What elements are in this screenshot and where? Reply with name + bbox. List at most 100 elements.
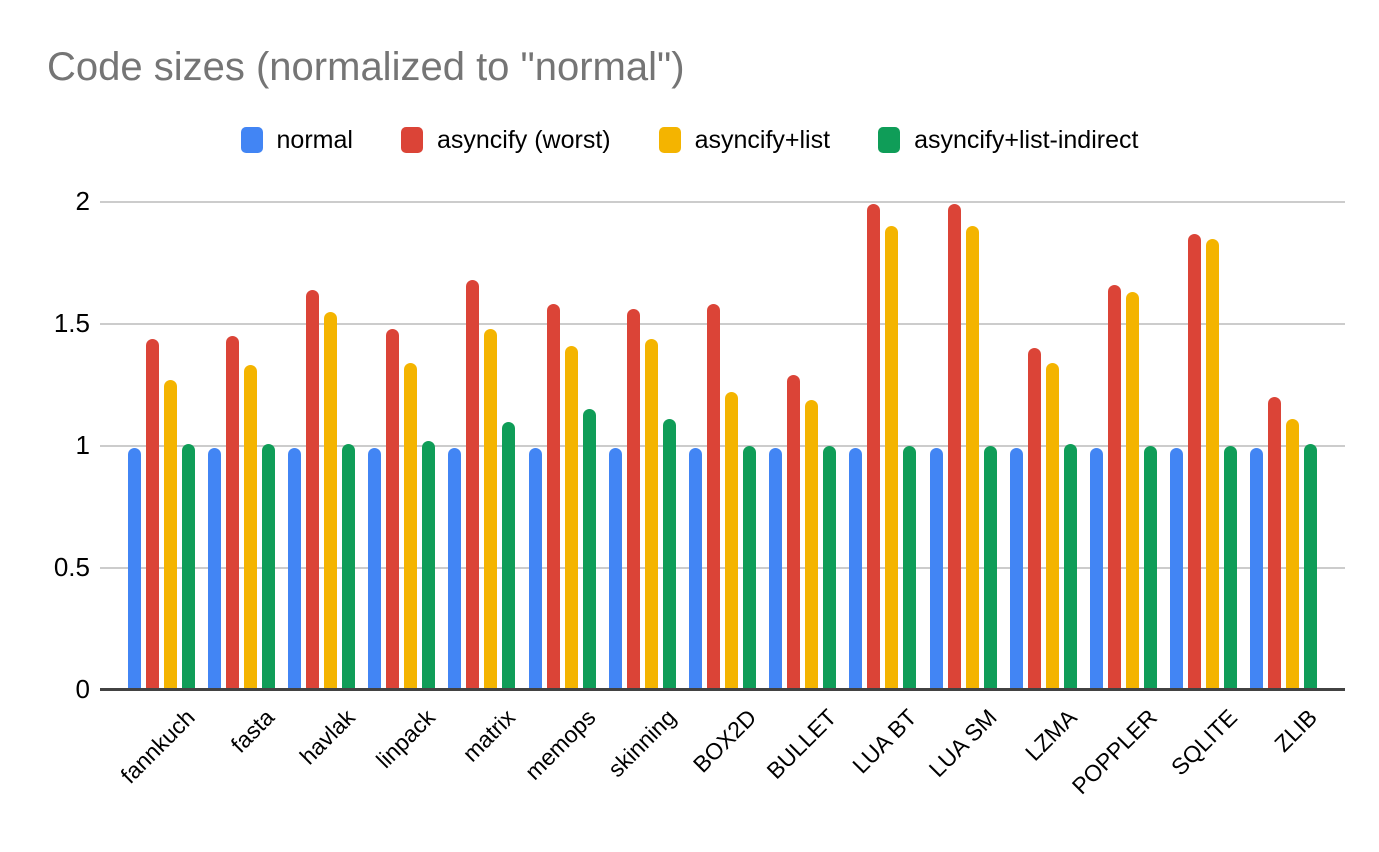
bar-asyncify-worst-bullet[interactable]	[787, 375, 801, 690]
bar-asyncify-list-indirect-box2d[interactable]	[743, 446, 756, 690]
x-axis-tick-label-box2d: BOX2D	[687, 704, 761, 778]
bar-asyncify-list-poppler[interactable]	[1126, 292, 1139, 690]
bar-asyncify-list-indirect-skinning[interactable]	[662, 419, 676, 690]
bar-asyncify-list-indirect-zlib[interactable]	[1304, 443, 1318, 690]
bar-normal-lua-sm[interactable]	[929, 448, 943, 690]
bar-asyncify-list-indirect-memops[interactable]	[582, 409, 596, 690]
y-axis-tick-label: 1.5	[53, 308, 90, 338]
legend-swatch-icon	[878, 127, 901, 153]
bar-asyncify-worst-poppler[interactable]	[1108, 284, 1121, 690]
bar-normal-sqlite[interactable]	[1170, 448, 1184, 690]
bar-asyncify-list-indirect-havlak[interactable]	[342, 443, 355, 690]
bar-asyncify-list-linpack[interactable]	[404, 363, 418, 690]
legend-label: normal	[276, 125, 353, 154]
bar-asyncify-worst-zlib[interactable]	[1268, 397, 1282, 690]
bar-asyncify-list-indirect-fannkuch[interactable]	[181, 443, 195, 690]
chart-title: Code sizes (normalized to "normal")	[47, 45, 685, 89]
bar-normal-box2d[interactable]	[689, 448, 702, 690]
legend-swatch-icon	[240, 127, 263, 153]
bar-normal-matrix[interactable]	[448, 448, 462, 690]
x-axis: fannkuch fasta havlak linpack matrix memops sk…	[100, 692, 1345, 852]
x-axis-baseline	[100, 688, 1345, 691]
bar-asyncify-worst-lua-bt[interactable]	[867, 204, 881, 690]
bar-asyncify-worst-sqlite[interactable]	[1188, 233, 1202, 690]
bar-asyncify-worst-box2d[interactable]	[707, 304, 720, 690]
x-axis-tick-label-skinning: skinning	[602, 704, 681, 783]
x-axis-tick-label-fasta: fasta	[226, 704, 280, 758]
y-axis-tick-label: 0	[75, 674, 90, 704]
bar-asyncify-list-memops[interactable]	[564, 345, 578, 690]
x-axis-tick-label-zlib: ZLIB	[1269, 704, 1323, 757]
x-axis-tick-label-bullet: BULLET	[761, 704, 842, 784]
bar-asyncify-list-fannkuch[interactable]	[163, 380, 177, 690]
bar-asyncify-list-indirect-sqlite[interactable]	[1224, 446, 1238, 690]
chart-legend: normal asyncify (worst) asyncify+list async…	[0, 120, 1379, 160]
bar-asyncify-worst-matrix[interactable]	[466, 280, 480, 690]
bar-asyncify-list-box2d[interactable]	[725, 392, 738, 690]
x-axis-tick-label-lua-sm: LUA SM	[923, 704, 1002, 783]
bar-asyncify-worst-linpack[interactable]	[386, 328, 400, 690]
bar-normal-zlib[interactable]	[1250, 448, 1264, 690]
bar-asyncify-list-indirect-matrix[interactable]	[502, 421, 516, 690]
bar-normal-skinning[interactable]	[608, 448, 622, 690]
bar-asyncify-list-indirect-lua-bt[interactable]	[903, 446, 917, 690]
legend-swatch-icon	[658, 127, 681, 153]
bar-asyncify-list-fasta[interactable]	[243, 365, 257, 690]
bar-asyncify-list-lua-sm[interactable]	[965, 226, 979, 690]
x-axis-tick-label-poppler: POPPLER	[1066, 704, 1162, 800]
bar-asyncify-worst-lzma[interactable]	[1027, 348, 1041, 690]
bar-asyncify-list-lzma[interactable]	[1045, 363, 1059, 690]
bar-asyncify-list-zlib[interactable]	[1286, 419, 1300, 690]
bar-asyncify-list-lua-bt[interactable]	[885, 226, 899, 690]
x-axis-tick-label-sqlite: SQLITE	[1165, 704, 1243, 781]
bar-asyncify-worst-havlak[interactable]	[306, 289, 319, 690]
bar-normal-havlak[interactable]	[288, 448, 301, 690]
x-axis-tick-label-linpack: linpack	[371, 704, 441, 774]
bar-asyncify-worst-memops[interactable]	[546, 304, 560, 690]
legend-item-asyncify-list[interactable]: asyncify+list	[658, 125, 831, 155]
gridline	[100, 445, 1345, 447]
legend-item-asyncify-list-indirect[interactable]: asyncify+list-indirect	[878, 126, 1138, 155]
bar-asyncify-list-skinning[interactable]	[644, 338, 658, 690]
gridline	[100, 323, 1345, 325]
legend-swatch-icon	[400, 127, 423, 153]
bar-normal-linpack[interactable]	[368, 448, 382, 690]
legend-label: asyncify+list-indirect	[914, 125, 1139, 154]
bar-asyncify-worst-fasta[interactable]	[225, 336, 239, 690]
legend-item-asyncify-worst[interactable]: asyncify (worst)	[400, 126, 611, 155]
x-axis-tick-label-lua-bt: LUA BT	[846, 704, 922, 779]
plot-area	[100, 201, 1345, 691]
bar-asyncify-list-sqlite[interactable]	[1206, 238, 1220, 690]
x-axis-tick-label-fannkuch: fannkuch	[115, 704, 200, 789]
bar-asyncify-list-havlak[interactable]	[324, 311, 337, 690]
bar-asyncify-list-indirect-poppler[interactable]	[1144, 446, 1157, 690]
legend-label: asyncify+list	[694, 125, 831, 154]
bar-normal-fasta[interactable]	[207, 448, 221, 690]
x-axis-tick-label-memops: memops	[519, 704, 601, 785]
bar-asyncify-worst-lua-sm[interactable]	[947, 204, 961, 690]
x-axis-tick-label-havlak: havlak	[294, 704, 360, 770]
y-axis-tick-label: 1	[75, 430, 90, 460]
gridline	[100, 567, 1345, 569]
bar-asyncify-list-indirect-fasta[interactable]	[261, 443, 275, 690]
y-axis: 0 0.5 1 1.5 2	[0, 186, 90, 704]
bar-normal-memops[interactable]	[528, 448, 542, 690]
bar-asyncify-worst-skinning[interactable]	[626, 309, 640, 690]
bar-normal-poppler[interactable]	[1090, 448, 1103, 690]
bar-normal-bullet[interactable]	[769, 448, 783, 690]
bar-normal-fannkuch[interactable]	[127, 448, 141, 690]
y-axis-tick-label: 2	[75, 186, 90, 216]
bar-asyncify-list-indirect-bullet[interactable]	[823, 446, 837, 690]
bar-asyncify-list-indirect-lzma[interactable]	[1063, 443, 1077, 690]
bar-asyncify-list-bullet[interactable]	[805, 399, 819, 690]
y-axis-tick-label: 0.5	[53, 552, 90, 582]
bar-normal-lzma[interactable]	[1009, 448, 1023, 690]
bar-asyncify-worst-fannkuch[interactable]	[145, 338, 159, 690]
gridline	[100, 201, 1345, 203]
bar-normal-lua-bt[interactable]	[849, 448, 863, 690]
bar-asyncify-list-indirect-linpack[interactable]	[422, 441, 436, 690]
bar-asyncify-list-matrix[interactable]	[484, 328, 498, 690]
bar-asyncify-list-indirect-lua-sm[interactable]	[983, 446, 997, 690]
legend-item-normal[interactable]: normal	[240, 125, 353, 155]
x-axis-tick-label-matrix: matrix	[457, 704, 521, 767]
